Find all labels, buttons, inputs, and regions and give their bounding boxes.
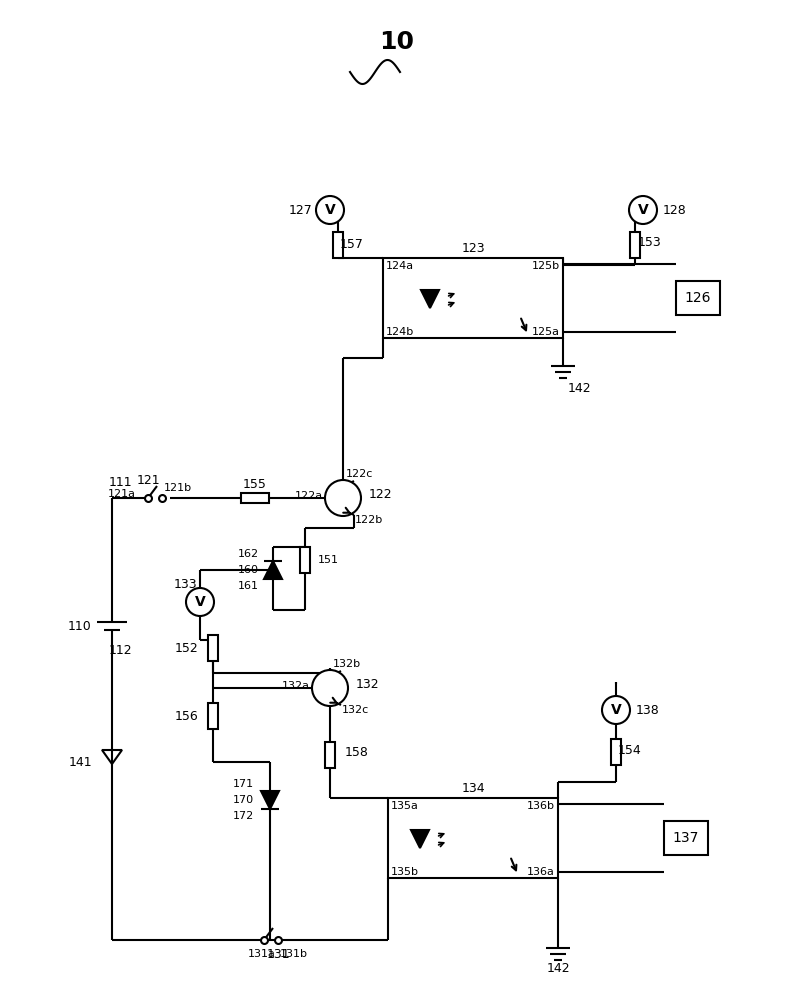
Text: 133: 133 bbox=[173, 578, 197, 591]
Text: 131a: 131a bbox=[248, 949, 276, 959]
Text: 134: 134 bbox=[461, 782, 485, 794]
Text: V: V bbox=[638, 203, 649, 217]
Text: 125b: 125b bbox=[532, 261, 560, 271]
Text: 10: 10 bbox=[380, 30, 414, 54]
Text: V: V bbox=[325, 203, 335, 217]
Polygon shape bbox=[421, 290, 439, 308]
Circle shape bbox=[312, 670, 348, 706]
Text: 136b: 136b bbox=[527, 801, 555, 811]
Text: 132b: 132b bbox=[333, 659, 361, 669]
Text: 141: 141 bbox=[68, 756, 92, 768]
Text: 153: 153 bbox=[638, 235, 662, 248]
Text: 128: 128 bbox=[663, 204, 687, 217]
Text: 170: 170 bbox=[233, 795, 254, 805]
Text: 122b: 122b bbox=[355, 515, 384, 525]
Text: 123: 123 bbox=[461, 241, 485, 254]
Text: V: V bbox=[611, 703, 622, 717]
Text: 112: 112 bbox=[108, 644, 132, 656]
Text: 135b: 135b bbox=[391, 867, 419, 877]
Circle shape bbox=[186, 588, 214, 616]
Polygon shape bbox=[264, 561, 282, 579]
Circle shape bbox=[316, 196, 344, 224]
Text: 142: 142 bbox=[568, 381, 592, 394]
Text: 132: 132 bbox=[356, 678, 380, 690]
Bar bbox=[383, 258, 563, 338]
Text: 152: 152 bbox=[174, 642, 198, 654]
Text: 172: 172 bbox=[233, 811, 254, 821]
Text: 122: 122 bbox=[369, 488, 392, 500]
Bar bbox=[388, 798, 558, 878]
Circle shape bbox=[629, 196, 657, 224]
Text: 161: 161 bbox=[238, 581, 259, 591]
Bar bbox=[333, 232, 343, 258]
Text: 155: 155 bbox=[243, 479, 267, 491]
Text: 122c: 122c bbox=[346, 469, 373, 479]
Text: 171: 171 bbox=[233, 779, 254, 789]
Text: 162: 162 bbox=[238, 549, 259, 559]
Bar bbox=[208, 703, 218, 729]
Text: 121b: 121b bbox=[164, 483, 192, 493]
Text: 126: 126 bbox=[684, 291, 711, 305]
Bar bbox=[664, 821, 708, 855]
Text: 137: 137 bbox=[673, 831, 700, 845]
Bar bbox=[241, 493, 269, 503]
Bar bbox=[611, 739, 621, 765]
Circle shape bbox=[325, 480, 361, 516]
Text: 142: 142 bbox=[546, 962, 570, 974]
Text: 160: 160 bbox=[238, 565, 259, 575]
Text: 121: 121 bbox=[137, 474, 160, 487]
Bar bbox=[676, 281, 720, 315]
Text: 157: 157 bbox=[340, 238, 364, 251]
Text: 125a: 125a bbox=[532, 327, 560, 337]
Text: 154: 154 bbox=[618, 744, 642, 756]
Bar bbox=[325, 742, 335, 768]
Text: 156: 156 bbox=[174, 710, 198, 722]
Text: 136a: 136a bbox=[527, 867, 555, 877]
Polygon shape bbox=[261, 791, 279, 809]
Text: 124a: 124a bbox=[386, 261, 414, 271]
Text: 131b: 131b bbox=[280, 949, 308, 959]
Text: 151: 151 bbox=[318, 555, 339, 565]
Polygon shape bbox=[411, 830, 429, 848]
Text: 135a: 135a bbox=[391, 801, 419, 811]
Text: 111: 111 bbox=[108, 476, 132, 488]
Text: 132a: 132a bbox=[282, 681, 310, 691]
Circle shape bbox=[602, 696, 630, 724]
Text: 124b: 124b bbox=[386, 327, 414, 337]
Text: 127: 127 bbox=[288, 204, 312, 217]
Text: 158: 158 bbox=[345, 746, 369, 758]
Text: 110: 110 bbox=[68, 619, 92, 633]
Bar bbox=[208, 635, 218, 661]
Text: 122a: 122a bbox=[295, 491, 323, 501]
Bar bbox=[300, 547, 310, 573]
Text: V: V bbox=[195, 595, 206, 609]
Text: 138: 138 bbox=[636, 704, 660, 716]
Text: 132c: 132c bbox=[342, 705, 369, 715]
Bar bbox=[630, 232, 640, 258]
Text: 121a: 121a bbox=[108, 489, 136, 499]
Text: 131: 131 bbox=[266, 948, 290, 960]
